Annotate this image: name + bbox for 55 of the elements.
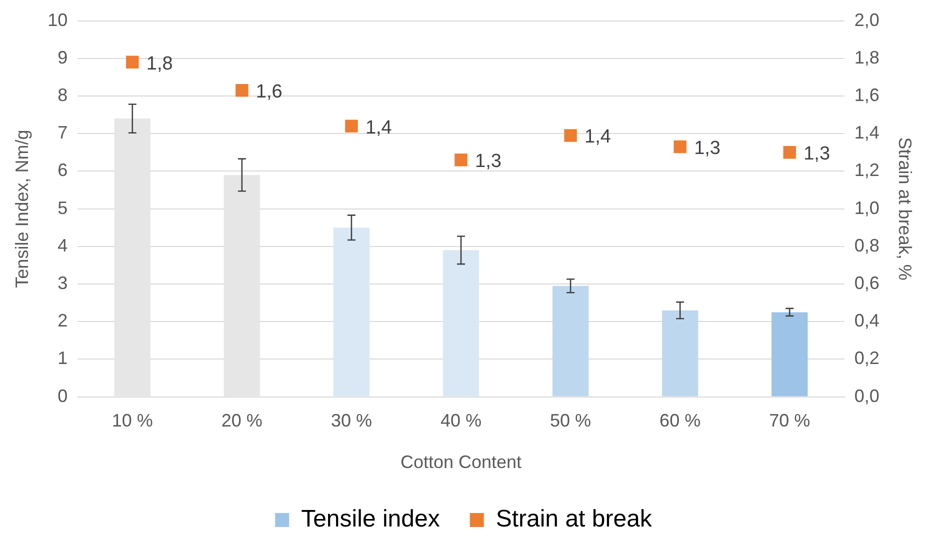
bar — [552, 286, 589, 396]
y-tick-label: 7 — [58, 122, 68, 143]
point — [345, 120, 358, 132]
y-tick-label: 0 — [58, 386, 68, 406]
x-tick-label: 20 % — [221, 410, 262, 431]
y2-axis-title: Strain at break, % — [895, 137, 916, 280]
y-tick-label: 4 — [58, 235, 68, 256]
bar — [333, 228, 370, 396]
y2-tick-label: 2,0 — [854, 10, 880, 30]
x-tick-label: 30 % — [330, 410, 372, 431]
data-label: 1,6 — [256, 82, 282, 103]
x-tick-label: 60 % — [660, 410, 701, 431]
point — [126, 56, 139, 69]
x-tick-label: 10 % — [112, 410, 153, 431]
y-tick-label: 8 — [58, 84, 68, 105]
y2-tick-label: 1,0 — [854, 198, 880, 218]
data-label: 1,8 — [146, 53, 173, 74]
y2-tick-label: 1,4 — [854, 122, 880, 143]
y2-tick-label: 0,4 — [854, 310, 880, 331]
y2-tick-label: 0,0 — [854, 386, 880, 406]
x-tick-label: 70 % — [769, 410, 810, 431]
y-tick-label: 2 — [58, 310, 68, 331]
x-axis-title: Cotton Content — [400, 452, 522, 472]
point — [236, 84, 248, 97]
legend-label: Strain at break — [496, 506, 653, 533]
legend-label: Tensile index — [301, 506, 440, 533]
bar — [114, 118, 150, 396]
y2-tick-label: 0,8 — [854, 235, 880, 256]
y-tick-label: 3 — [58, 272, 68, 293]
y2-tick-label: 1,8 — [854, 47, 880, 68]
point — [674, 140, 686, 154]
bar — [224, 174, 260, 396]
point — [454, 154, 468, 166]
bar — [772, 312, 808, 396]
y2-tick-label: 0,2 — [854, 348, 880, 368]
y-tick-label: 6 — [58, 160, 68, 180]
data-label: 1,3 — [694, 138, 720, 159]
x-tick-label: 40 % — [440, 410, 482, 431]
bar — [442, 250, 480, 396]
bar — [662, 310, 698, 396]
x-tick-label: 50 % — [550, 410, 592, 431]
y2-tick-label: 0,6 — [854, 272, 880, 293]
y-tick-label: 5 — [58, 198, 68, 218]
y-tick-label: 9 — [58, 47, 68, 68]
data-label: 1,3 — [475, 151, 502, 172]
data-label: 1,4 — [584, 126, 612, 148]
y2-tick-label: 1,2 — [854, 160, 880, 180]
point — [564, 129, 577, 142]
data-label: 1,4 — [365, 117, 392, 138]
point — [783, 146, 796, 159]
y-axis-title: Tensile Index, Nm/g — [12, 130, 32, 288]
y2-tick-label: 1,6 — [854, 84, 880, 105]
y-tick-label: 10 — [48, 10, 68, 30]
y-tick-label: 1 — [58, 348, 68, 368]
data-label: 1,3 — [804, 144, 830, 165]
